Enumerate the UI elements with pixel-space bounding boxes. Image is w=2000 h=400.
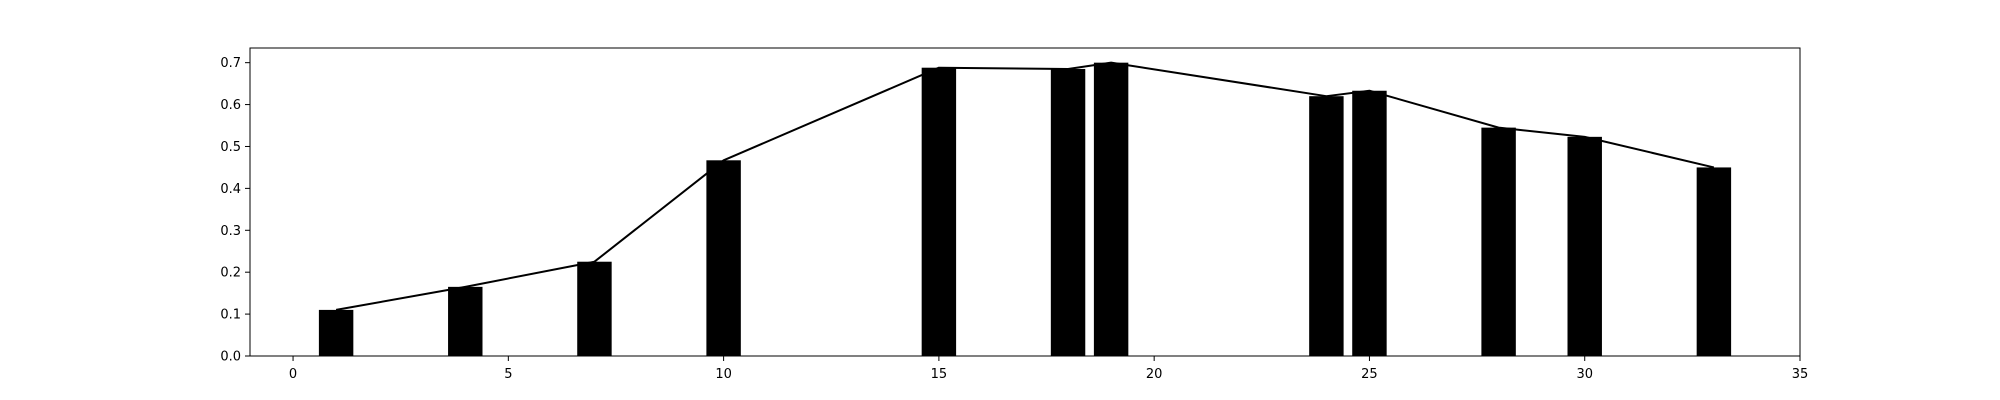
bar (318, 309, 354, 356)
series-line (335, 61, 1715, 311)
bar (1481, 127, 1516, 357)
bars-layer (318, 62, 1732, 357)
bar (1352, 90, 1387, 357)
ticks-layer: 0 5 10 15 20 25 30 35 0.0 0.1 0.2 0.3 0.4 0.5 0.6 0.7 (220, 56, 1808, 382)
y-tick-label: 0.4 (220, 182, 241, 197)
y-tick-label: 0.5 (220, 140, 241, 155)
plot-frame (249, 47, 1801, 357)
x-tick-label: 25 (1361, 367, 1378, 382)
bar (1050, 68, 1086, 356)
bar (1309, 96, 1344, 356)
bar (1567, 136, 1602, 356)
bar (921, 67, 957, 356)
bar (448, 286, 483, 356)
y-tick-label: 0.7 (220, 56, 241, 71)
bar (577, 261, 612, 356)
line-layer (335, 61, 1715, 311)
x-tick-label: 5 (504, 367, 512, 382)
x-tick-label: 20 (1146, 367, 1163, 382)
x-tick-label: 15 (931, 367, 948, 382)
y-tick-label: 0.0 (220, 350, 241, 365)
x-tick-label: 35 (1792, 367, 1809, 382)
y-tick-label: 0.2 (220, 266, 241, 281)
axes-layer (249, 47, 1801, 357)
bar (706, 160, 741, 356)
y-tick-label: 0.6 (220, 98, 241, 113)
x-tick-label: 10 (715, 367, 732, 382)
x-tick-label: 30 (1576, 367, 1593, 382)
x-tick-label: 0 (289, 367, 297, 382)
y-tick-label: 0.1 (220, 308, 241, 323)
y-tick-label: 0.3 (220, 224, 241, 239)
bar (1696, 167, 1732, 356)
bar (1093, 62, 1129, 357)
